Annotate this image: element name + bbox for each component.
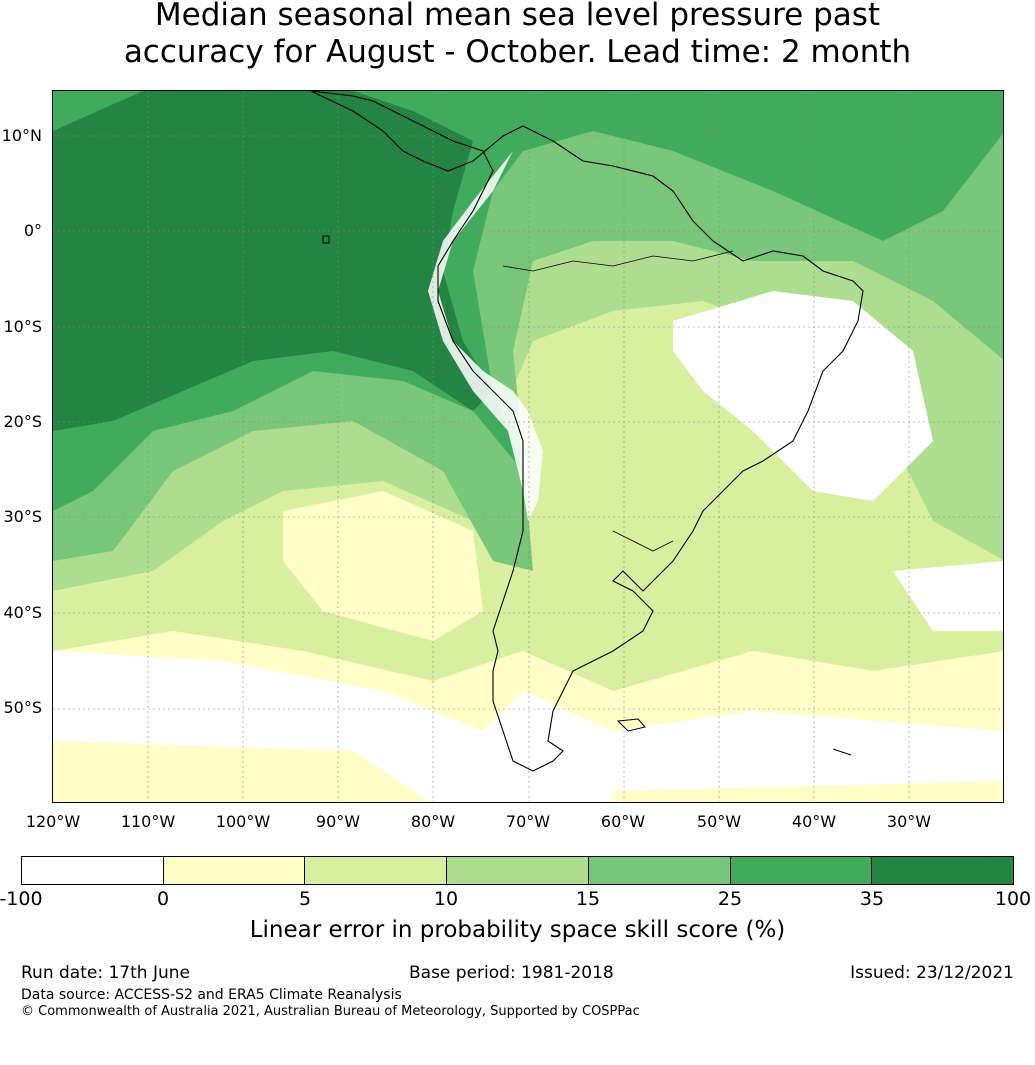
colorbar-segment <box>305 857 448 884</box>
lon-label-70w: 70°W <box>505 812 551 831</box>
lon-label-120w: 120°W <box>25 812 81 831</box>
colorbar-tick: 25 <box>717 888 743 910</box>
lat-label-10s: 10°S <box>3 317 42 336</box>
lon-label-30w: 30°W <box>886 812 932 831</box>
lat-label-50s: 50°S <box>3 698 42 717</box>
base-period: Base period: 1981-2018 <box>409 963 614 983</box>
colorbar-tick: 5 <box>298 888 312 910</box>
run-date: Run date: 17th June <box>21 963 190 983</box>
band-negative-brazil <box>673 291 933 501</box>
lon-label-60w: 60°W <box>600 812 646 831</box>
colorbar-segment <box>447 857 589 884</box>
lon-label-100w: 100°W <box>215 812 271 831</box>
colorbar-segment <box>163 857 306 884</box>
lon-label-80w: 80°W <box>410 812 456 831</box>
lat-label-10n: 10°N <box>1 126 42 145</box>
colorbar-label: Linear error in probability space skill … <box>249 917 786 943</box>
lat-label-20s: 20°S <box>3 412 42 431</box>
colorbar-tick: 35 <box>859 888 885 910</box>
lon-label-90w: 90°W <box>315 812 361 831</box>
map-title-line2: accuracy for August - October. Lead time… <box>123 34 912 70</box>
issued-date: Issued: 23/12/2021 <box>850 963 1014 983</box>
colorbar-tick: 10 <box>433 888 459 910</box>
lon-label-50w: 50°W <box>696 812 742 831</box>
colorbar-tick: -100 <box>0 888 43 910</box>
colorbar-segment <box>872 857 1014 884</box>
graticule <box>53 91 1003 802</box>
lat-label-40s: 40°S <box>3 603 42 622</box>
colorbar-segment <box>730 857 873 884</box>
map-shading <box>53 91 1003 802</box>
copyright: © Commonwealth of Australia 2021, Austra… <box>21 1004 640 1019</box>
lon-label-40w: 40°W <box>791 812 837 831</box>
lat-label-30s: 30°S <box>3 507 42 526</box>
map-title-line1: Median seasonal mean sea level pressure … <box>154 0 881 33</box>
colorbar-tick: 100 <box>994 888 1032 910</box>
skill-score-map <box>52 90 1004 803</box>
data-source: Data source: ACCESS-S2 and ERA5 Climate … <box>21 987 402 1003</box>
colorbar-segment <box>22 857 164 884</box>
colorbar-tick: 0 <box>156 888 170 910</box>
coastline <box>310 91 864 772</box>
lat-label-0: 0° <box>23 221 42 240</box>
lon-label-110w: 110°W <box>120 812 176 831</box>
colorbar <box>21 856 1014 885</box>
colorbar-tick: 15 <box>575 888 601 910</box>
band-35-100 <box>53 91 493 431</box>
colorbar-segment <box>588 857 731 884</box>
